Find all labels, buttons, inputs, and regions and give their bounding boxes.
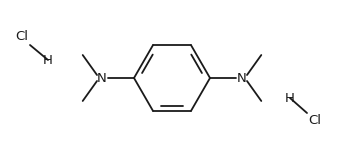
Text: N: N: [237, 71, 247, 84]
Text: Cl: Cl: [309, 115, 322, 128]
Text: H: H: [285, 91, 295, 104]
Text: N: N: [97, 71, 107, 84]
Text: Cl: Cl: [15, 31, 29, 44]
Text: H: H: [43, 53, 53, 66]
